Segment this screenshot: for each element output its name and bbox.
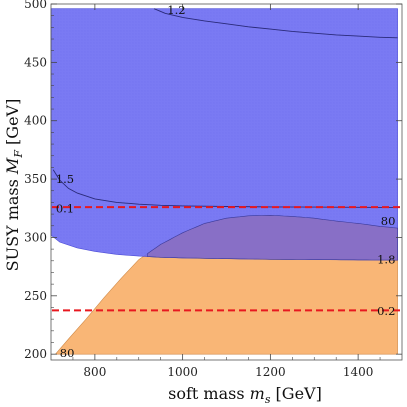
- x-axis-label: soft mass ms [GeV]: [168, 384, 322, 406]
- x-tick-label-1400: 1400: [343, 365, 374, 379]
- y-tick-label-400: 400: [24, 114, 47, 128]
- x-tick-label-800: 800: [83, 365, 106, 379]
- contour-label-2: 1.5: [56, 172, 74, 186]
- x-tick-label-1000: 1000: [167, 365, 198, 379]
- shaded-regions: [50, 8, 398, 355]
- y-tick-label-300: 300: [24, 230, 47, 244]
- x-tick-label-1200: 1200: [255, 365, 286, 379]
- y-tick-label-350: 350: [24, 172, 47, 186]
- contour-labels: 1.2 1.5 0.1 80 1.8 0.2 80: [56, 3, 396, 360]
- dashed-reference-lines: [52, 206, 401, 312]
- y-tick-label-200: 200: [24, 347, 47, 361]
- overlap-region: [147, 214, 398, 261]
- y-tick-label-250: 250: [24, 289, 47, 303]
- contour-label-5: 1.8: [377, 253, 395, 267]
- contour-label-4: 80: [381, 214, 396, 228]
- axis-ticks: 800 1000 1200 1400 200 250 300 350 400 450 500: [24, 0, 402, 379]
- contour-label-3: 0.1: [56, 201, 74, 215]
- contour-label-7: 80: [60, 346, 75, 360]
- contour-line-1.2: [153, 8, 398, 39]
- contour-label-1: 1.2: [167, 3, 185, 17]
- y-axis-label: SUSY mass MF [GeV]: [3, 99, 25, 272]
- contour-label-6: 0.2: [377, 304, 395, 318]
- y-tick-label-500: 500: [24, 0, 47, 11]
- y-tick-label-450: 450: [24, 55, 47, 69]
